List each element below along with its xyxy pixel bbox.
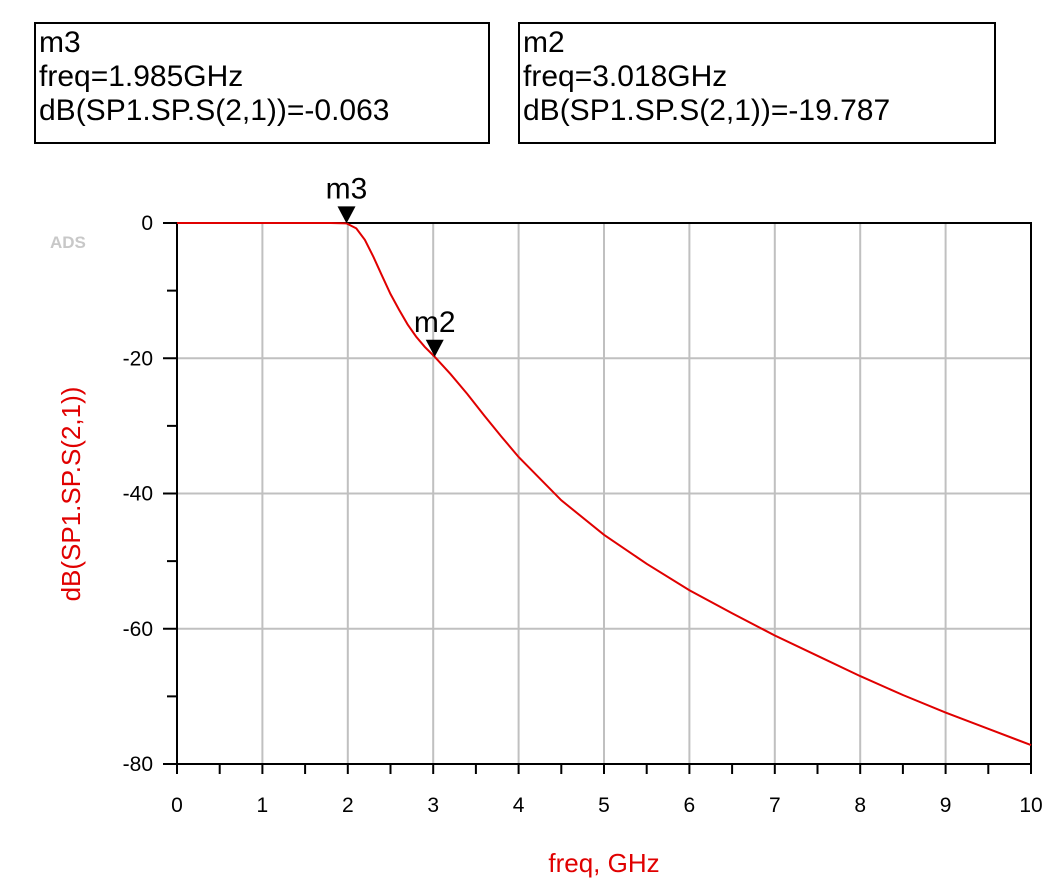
y-axis-label: dB(SP1.SP.S(2,1)) — [56, 387, 86, 602]
x-tick-label: 10 — [1019, 794, 1042, 817]
marker-value: dB(SP1.SP.S(2,1))=-0.063 — [39, 94, 390, 127]
x-tick-label: 1 — [257, 794, 269, 817]
x-tick-label: 0 — [171, 794, 183, 817]
ads-watermark: ADS — [50, 233, 86, 252]
x-tick-label: 6 — [684, 794, 696, 817]
markers: m3 m2 — [326, 172, 456, 357]
marker-readout-m2: m2 freq=3.018GHz dB(SP1.SP.S(2,1))=-19.7… — [518, 22, 996, 144]
x-tick-label: 2 — [342, 794, 354, 817]
axis-ticks — [163, 222, 1032, 774]
x-tick-label: 8 — [854, 794, 866, 817]
s21-trace — [177, 222, 1032, 747]
marker-name: m3 — [39, 26, 81, 59]
marker-freq: freq=3.018GHz — [523, 60, 728, 93]
y-tick-labels: 0 -20 -40 -60 -80 — [123, 212, 153, 776]
x-tick-label: 3 — [427, 794, 439, 817]
marker-value: dB(SP1.SP.S(2,1))=-19.787 — [523, 94, 891, 127]
x-axis-label: freq, GHz — [548, 848, 659, 878]
x-tick-labels: 0 1 2 3 4 5 6 7 8 9 10 — [171, 794, 1043, 817]
marker-readout-m3: m3 freq=1.985GHz dB(SP1.SP.S(2,1))=-0.06… — [34, 22, 490, 144]
x-tick-label: 4 — [513, 794, 525, 817]
marker-m2-triangle — [425, 339, 444, 357]
marker-name: m2 — [523, 26, 565, 59]
marker-freq: freq=1.985GHz — [39, 60, 244, 93]
marker-m3-triangle — [337, 206, 356, 224]
x-tick-label: 7 — [769, 794, 781, 817]
y-tick-label: -80 — [123, 753, 153, 776]
y-tick-label: -40 — [123, 483, 153, 506]
marker-m3-label: m3 — [326, 172, 368, 205]
plot-frame — [176, 222, 1032, 765]
x-tick-label: 9 — [940, 794, 952, 817]
y-tick-label: -60 — [123, 618, 153, 641]
x-tick-label: 5 — [598, 794, 610, 817]
y-tick-label: -20 — [123, 347, 153, 370]
y-tick-label: 0 — [141, 212, 153, 235]
marker-m2-label: m2 — [414, 306, 456, 339]
grid-lines — [177, 223, 1031, 764]
